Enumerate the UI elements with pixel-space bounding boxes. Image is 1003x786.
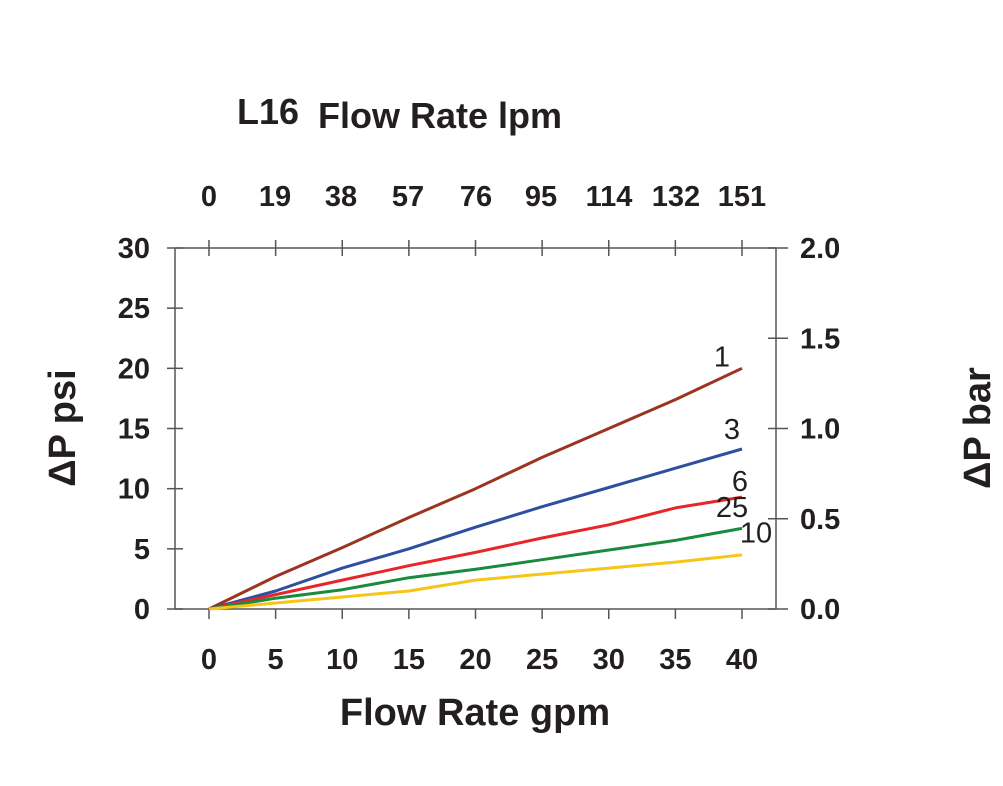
axes xyxy=(167,240,788,619)
series-line-6 xyxy=(208,495,743,611)
x-tick-label: 25 xyxy=(526,644,558,676)
series-label-6: 6 xyxy=(732,466,748,498)
x-tick-label: 35 xyxy=(659,644,691,676)
top-x-tick-label: 19 xyxy=(259,181,291,213)
x-tick-label: 30 xyxy=(593,644,625,676)
y-axis-label: ΔP psi xyxy=(42,369,84,486)
series-label-3: 3 xyxy=(724,414,740,446)
y-tick-label: 5 xyxy=(134,534,150,566)
x-tick-label: 5 xyxy=(268,644,284,676)
tick-labels: 0 5 10 15 20 25 30 35 400 19 38 57 76 95 114 132 1510510… xyxy=(118,181,841,676)
chart-title: Flow Rate lpm xyxy=(318,95,562,136)
series-label-25: 25 xyxy=(716,492,748,524)
y-tick-label: 15 xyxy=(118,414,150,446)
top-x-tick-label: 0 xyxy=(201,181,217,213)
y2-tick-label: 0.5 xyxy=(800,504,840,536)
y2-axis-label: ΔP bar xyxy=(957,367,999,489)
y2-tick-label: 2.0 xyxy=(800,233,840,265)
x-tick-label: 10 xyxy=(326,644,358,676)
top-x-tick-label: 76 xyxy=(460,181,492,213)
series-line-3 xyxy=(208,447,743,611)
x-tick-label: 15 xyxy=(393,644,425,676)
x-tick-label: 20 xyxy=(459,644,491,676)
top-x-tick-label: 57 xyxy=(392,181,424,213)
series-line-10 xyxy=(208,526,743,611)
series-line-25 xyxy=(208,553,743,611)
series-label-1: 1 xyxy=(714,341,730,373)
x-tick-label: 0 xyxy=(201,644,217,676)
top-x-tick-label: 114 xyxy=(586,181,633,213)
y-tick-label: 0 xyxy=(134,594,150,626)
top-x-tick-label: 132 xyxy=(652,181,700,213)
y-tick-label: 10 xyxy=(118,474,150,506)
x-tick-label: 40 xyxy=(726,644,758,676)
series-line-1 xyxy=(208,366,743,611)
top-x-tick-label: 151 xyxy=(718,181,766,213)
top-x-tick-label: 38 xyxy=(325,181,357,213)
top-x-tick-label: 95 xyxy=(525,181,557,213)
y-tick-label: 20 xyxy=(118,353,150,385)
chart-title-prefix: L16 xyxy=(237,91,299,132)
x-axis-label: Flow Rate gpm xyxy=(340,692,610,734)
y2-tick-label: 1.5 xyxy=(800,323,840,355)
series-lines xyxy=(208,366,743,611)
series-label-10: 10 xyxy=(740,517,772,549)
y-tick-label: 30 xyxy=(118,233,150,265)
y2-tick-label: 0.0 xyxy=(800,594,840,626)
y2-tick-label: 1.0 xyxy=(800,414,840,446)
y-tick-label: 25 xyxy=(118,293,150,325)
